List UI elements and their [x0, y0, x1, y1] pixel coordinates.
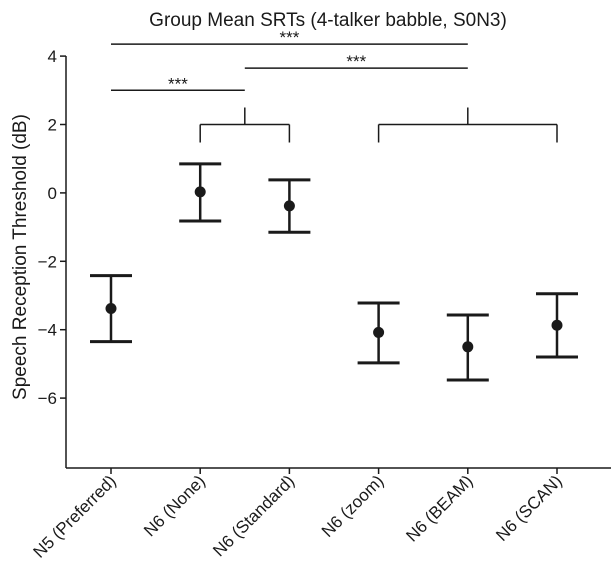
- y-tick-label: −4: [38, 321, 57, 340]
- data-series: [90, 162, 578, 382]
- y-axis-label: Speech Reception Threshold (dB): [10, 114, 31, 400]
- error-bar-group: [268, 178, 311, 234]
- mean-marker: [105, 302, 117, 314]
- y-tick-label: 4: [48, 47, 57, 66]
- chart-title: Group Mean SRTs (4-talker babble, S0N3): [149, 10, 507, 31]
- y-tick-label: 2: [48, 116, 57, 135]
- error-bar-group: [90, 274, 132, 344]
- x-tick-label: N6 (SCAN): [492, 471, 566, 545]
- mean-marker: [373, 326, 385, 338]
- mean-marker: [194, 186, 206, 198]
- y-axis-ticks: 4 2 0 −2 −4 −6: [38, 47, 66, 408]
- mean-marker: [462, 341, 474, 353]
- error-bar-group: [446, 313, 489, 382]
- axes: [65, 56, 611, 469]
- x-tick-label: N6 (BEAM): [402, 471, 476, 545]
- error-bar-group: [536, 292, 578, 359]
- error-bar-group: [179, 162, 222, 223]
- significance-label: ***: [346, 52, 366, 71]
- significance-brackets: *** *** ***: [111, 28, 468, 93]
- group-brackets: [199, 107, 558, 143]
- y-tick-label: 0: [48, 184, 57, 203]
- x-tick-label: N6 (Standard): [209, 471, 298, 560]
- error-bar-group: [357, 301, 400, 365]
- y-tick-label: −2: [38, 252, 57, 271]
- mean-marker: [551, 319, 563, 331]
- significance-label: ***: [279, 28, 299, 47]
- significance-label: ***: [168, 74, 188, 93]
- x-axis-ticks: N5 (Preferred) N6 (None) N6 (Standard) N6 (…: [30, 468, 566, 562]
- x-tick-label: N6 (None): [140, 471, 209, 540]
- mean-marker: [283, 200, 295, 212]
- x-tick-label: N6 (zoom): [318, 471, 388, 541]
- x-tick-label: N5 (Preferred): [30, 471, 120, 561]
- y-tick-label: −6: [38, 389, 57, 408]
